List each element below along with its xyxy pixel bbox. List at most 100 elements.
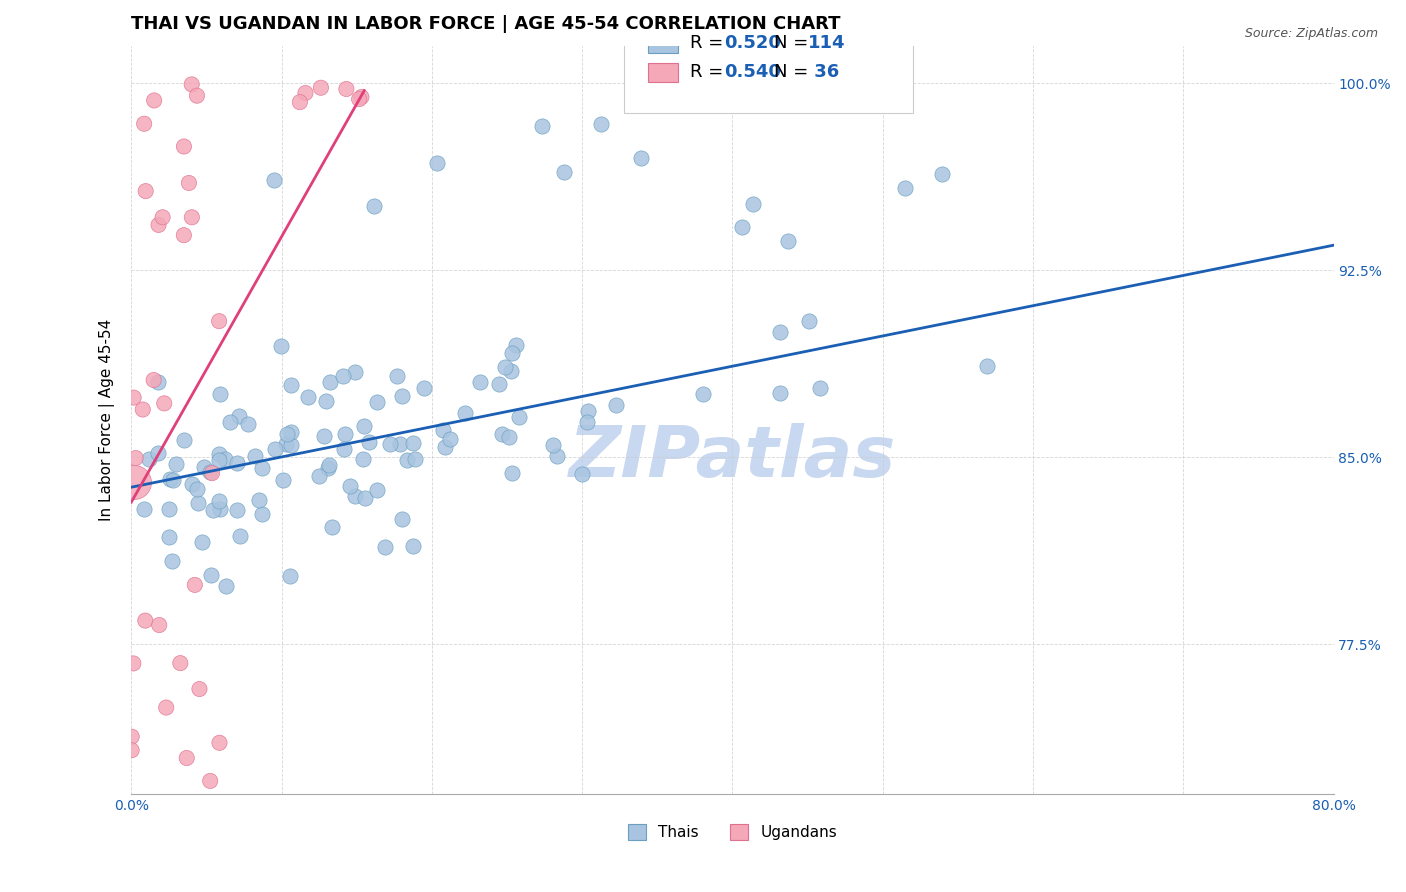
- Point: [146, 375, 169, 389]
- Point: [228, 528, 250, 542]
- Point: [404, 452, 426, 467]
- Point: [162, 554, 184, 568]
- Text: R =: R =: [690, 62, 730, 81]
- Point: [776, 235, 799, 249]
- Point: [402, 435, 425, 450]
- Point: [121, 730, 143, 744]
- Point: [769, 325, 792, 339]
- Point: [247, 493, 270, 508]
- Point: [134, 117, 156, 131]
- Point: [378, 437, 401, 451]
- Point: [508, 409, 530, 424]
- Point: [309, 80, 332, 95]
- Point: [630, 151, 652, 165]
- Point: [576, 404, 599, 418]
- Point: [494, 360, 516, 375]
- Point: [731, 220, 754, 235]
- Point: [402, 539, 425, 553]
- FancyBboxPatch shape: [648, 35, 678, 54]
- Point: [226, 456, 249, 470]
- Point: [976, 359, 998, 373]
- Point: [173, 433, 195, 447]
- Point: [169, 656, 191, 670]
- Point: [124, 451, 146, 466]
- Point: [413, 381, 436, 395]
- Point: [180, 211, 202, 225]
- Point: [280, 378, 302, 392]
- Point: [931, 167, 953, 181]
- Point: [191, 534, 214, 549]
- Point: [208, 494, 231, 508]
- Point: [353, 418, 375, 433]
- Point: [200, 568, 222, 582]
- Point: [280, 425, 302, 439]
- Point: [454, 406, 477, 420]
- Point: [135, 184, 157, 198]
- Point: [344, 365, 367, 379]
- Point: [335, 82, 357, 96]
- Point: [332, 368, 354, 383]
- Point: [434, 440, 457, 454]
- Point: [321, 520, 343, 534]
- Point: [270, 339, 292, 353]
- Point: [314, 429, 336, 443]
- Text: N =: N =: [775, 35, 814, 53]
- Point: [138, 451, 160, 466]
- Point: [374, 540, 396, 554]
- Point: [263, 173, 285, 187]
- Point: [159, 472, 181, 486]
- Point: [122, 391, 145, 405]
- Point: [432, 423, 454, 437]
- Point: [468, 375, 491, 389]
- Point: [208, 447, 231, 461]
- Point: [215, 579, 238, 593]
- Point: [347, 92, 370, 106]
- Point: [280, 438, 302, 452]
- Point: [359, 434, 381, 449]
- Point: [276, 426, 298, 441]
- Point: [180, 78, 202, 92]
- Point: [142, 373, 165, 387]
- Text: 36: 36: [808, 62, 839, 81]
- Point: [350, 90, 373, 104]
- Point: [692, 387, 714, 401]
- Point: [148, 618, 170, 632]
- Point: [186, 88, 208, 103]
- Point: [530, 119, 553, 133]
- Point: [439, 433, 461, 447]
- Point: [589, 117, 612, 131]
- Point: [214, 452, 236, 467]
- Point: [385, 368, 408, 383]
- Point: [193, 460, 215, 475]
- Text: N =: N =: [775, 62, 814, 81]
- Point: [198, 465, 221, 479]
- Point: [153, 396, 176, 410]
- Point: [894, 181, 917, 195]
- Point: [208, 387, 231, 401]
- Point: [339, 479, 361, 493]
- Point: [501, 346, 523, 360]
- Point: [391, 389, 413, 403]
- Text: THAI VS UGANDAN IN LABOR FORCE | AGE 45-54 CORRELATION CHART: THAI VS UGANDAN IN LABOR FORCE | AGE 45-…: [131, 15, 841, 33]
- Point: [352, 452, 374, 467]
- Point: [553, 165, 575, 179]
- Point: [208, 452, 231, 467]
- Point: [366, 395, 388, 409]
- Point: [238, 417, 260, 432]
- Text: ZIPatlas: ZIPatlas: [569, 423, 896, 491]
- Point: [121, 743, 143, 757]
- Point: [571, 467, 593, 481]
- Point: [243, 449, 266, 463]
- Point: [491, 427, 513, 442]
- Point: [318, 458, 340, 473]
- Point: [180, 476, 202, 491]
- Point: [769, 385, 792, 400]
- Point: [132, 402, 155, 417]
- Point: [152, 211, 174, 225]
- Point: [157, 530, 180, 544]
- Point: [186, 482, 208, 496]
- Point: [501, 364, 523, 378]
- Point: [366, 483, 388, 498]
- Point: [201, 466, 224, 480]
- Text: R =: R =: [690, 35, 730, 53]
